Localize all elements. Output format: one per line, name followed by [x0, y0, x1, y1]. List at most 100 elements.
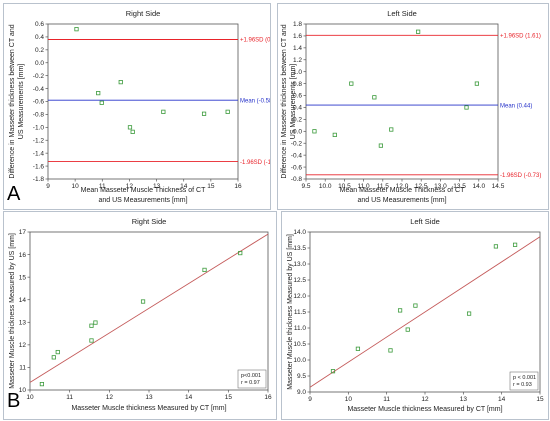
- x-tick-label: 15: [536, 396, 544, 403]
- panel-b-left: Left Side 9 10 11 12 13 14 15 9.0 9.5 10.0 10.5 11.0…: [281, 211, 549, 420]
- y-tick-label: 10.0: [293, 357, 306, 364]
- y-tick-label: 0.6: [293, 93, 302, 100]
- x-tick-label: 12: [106, 394, 114, 401]
- y-tick-label: -0.6: [291, 164, 303, 171]
- x-tick-label: 11: [66, 394, 73, 401]
- regression-line: [309, 236, 541, 388]
- data-point: [74, 27, 79, 32]
- y-tick-label: 1.6: [293, 33, 302, 40]
- regression-line: [29, 233, 269, 383]
- x-tick-label: 12.5: [415, 183, 428, 190]
- y-tick-label: 1.4: [293, 45, 302, 52]
- y-tick-label: 0.6: [35, 21, 44, 28]
- chart-a-left: Left Side 9.5 10.0 10.5 11.0 11.5 12.0 12.5 13.0…: [281, 9, 541, 204]
- x-tick-label: 10.0: [319, 183, 332, 190]
- y-tick-label: 0.0: [293, 129, 302, 136]
- x-tick-label: 12: [126, 183, 134, 190]
- x-tick-label: 16: [234, 183, 242, 190]
- y-tick-label: 14.0: [293, 229, 306, 236]
- x-tick-label: 14.0: [472, 183, 485, 190]
- x-tick-label: 10: [72, 183, 80, 190]
- annotation-text: r = 0.93: [513, 382, 532, 388]
- y-axis-label: Masseter Muscle thickness Measured by US…: [9, 233, 16, 389]
- x-tick-label: 15: [207, 183, 215, 190]
- y-tick-label: -0.8: [33, 112, 45, 119]
- x-tick-label: 13: [145, 394, 153, 401]
- y-tick-label: 12: [19, 342, 27, 349]
- y-axis-label-cont: US Measurements [mm]: [18, 64, 25, 140]
- plot-area: [47, 23, 239, 180]
- y-tick-label: 0.0: [35, 60, 44, 67]
- x-tick-label: 13.5: [453, 183, 466, 190]
- y-tick-label: 15: [19, 274, 27, 281]
- y-tick-label: -0.4: [33, 86, 45, 93]
- x-axis-label: Mean Masseter Muscle Thickness of CT: [340, 187, 465, 194]
- panel-label-a: A: [7, 183, 21, 205]
- data-point: [312, 129, 317, 134]
- annotation-text: r = 0.97: [241, 380, 260, 386]
- y-tick-label: 11.5: [294, 309, 307, 316]
- data-point: [330, 369, 336, 374]
- data-point: [378, 143, 383, 148]
- y-tick-label: 10: [19, 387, 27, 394]
- x-tick-label: 11.0: [358, 183, 371, 190]
- data-point: [51, 355, 56, 360]
- data-point: [140, 299, 146, 304]
- y-tick-label: -0.8: [291, 176, 303, 183]
- x-tick-label: 14: [185, 394, 193, 401]
- data-point: [238, 250, 243, 256]
- x-tick-label: 13.0: [434, 183, 447, 190]
- x-tick-label: 14: [498, 396, 506, 403]
- y-tick-label: -1.0: [33, 125, 45, 132]
- plot-area: [29, 231, 269, 391]
- chart-b-left: Left Side 9 10 11 12 13 14 15 9.0 9.5 10.0 10.5 11.0…: [287, 217, 544, 413]
- reference-line-label-lower: -1.96SD (-0.73): [500, 173, 541, 179]
- x-tick-label: 16: [264, 394, 272, 401]
- x-tick-label: 12.0: [396, 183, 409, 190]
- x-tick-label: 14.5: [492, 183, 505, 190]
- panel-b-right: Right Side 10 11 12 13 14 15 16 10 11 12 13 14 15 16 17…: [3, 211, 277, 420]
- y-tick-label: 9.5: [297, 373, 306, 380]
- y-axis-label-cont: US Measurements [mm]: [290, 64, 297, 140]
- data-point: [39, 382, 45, 387]
- x-tick-label: 15: [225, 394, 233, 401]
- x-tick-label: 9: [46, 183, 50, 190]
- x-tick-label: 11: [383, 396, 390, 403]
- data-point: [225, 109, 230, 114]
- data-point: [466, 311, 472, 316]
- y-tick-label: 0.4: [35, 34, 44, 41]
- y-tick-label: 12.5: [293, 277, 306, 284]
- x-axis-label: Masseter Muscle thickness Measured by CT…: [71, 405, 226, 412]
- x-tick-label: 11: [99, 183, 106, 190]
- x-axis-label-cont: and US Measurements [mm]: [98, 197, 187, 204]
- chart-title: Left Side: [387, 9, 417, 18]
- y-tick-label: 12.0: [293, 293, 306, 300]
- data-point: [93, 320, 98, 325]
- plot-area: [305, 23, 499, 180]
- x-tick-label: 10: [345, 396, 353, 403]
- chart-title: Right Side: [126, 9, 161, 18]
- data-point: [96, 91, 101, 96]
- data-point: [388, 348, 393, 353]
- data-point: [202, 267, 207, 273]
- data-point: [493, 244, 499, 249]
- y-tick-label: 1.2: [293, 57, 302, 64]
- x-tick-label: 10: [26, 394, 34, 401]
- y-axis-label: Difference in Masseter thickness between…: [281, 24, 288, 178]
- y-tick-label: 0.2: [293, 117, 302, 124]
- y-tick-label: -0.2: [33, 73, 45, 80]
- data-point: [355, 346, 361, 351]
- y-tick-label: 11.0: [294, 325, 307, 332]
- reference-line-label-mean: Mean (-0.58): [240, 98, 270, 104]
- panel-a-right: Right Side 9 10 11 12 13 14 15 16 -1.8 -1.6 -1.4 -1.…: [3, 3, 271, 210]
- y-tick-label: 13: [19, 319, 27, 326]
- y-tick-label: 13.0: [293, 261, 306, 268]
- y-tick-label: 0.2: [35, 47, 44, 54]
- x-tick-label: 12: [421, 396, 429, 403]
- data-point: [389, 127, 394, 132]
- y-tick-label: -1.8: [33, 176, 45, 183]
- data-point: [89, 323, 94, 328]
- y-tick-label: -1.4: [33, 150, 45, 157]
- data-point: [413, 303, 418, 308]
- y-tick-label: 10.5: [293, 341, 306, 348]
